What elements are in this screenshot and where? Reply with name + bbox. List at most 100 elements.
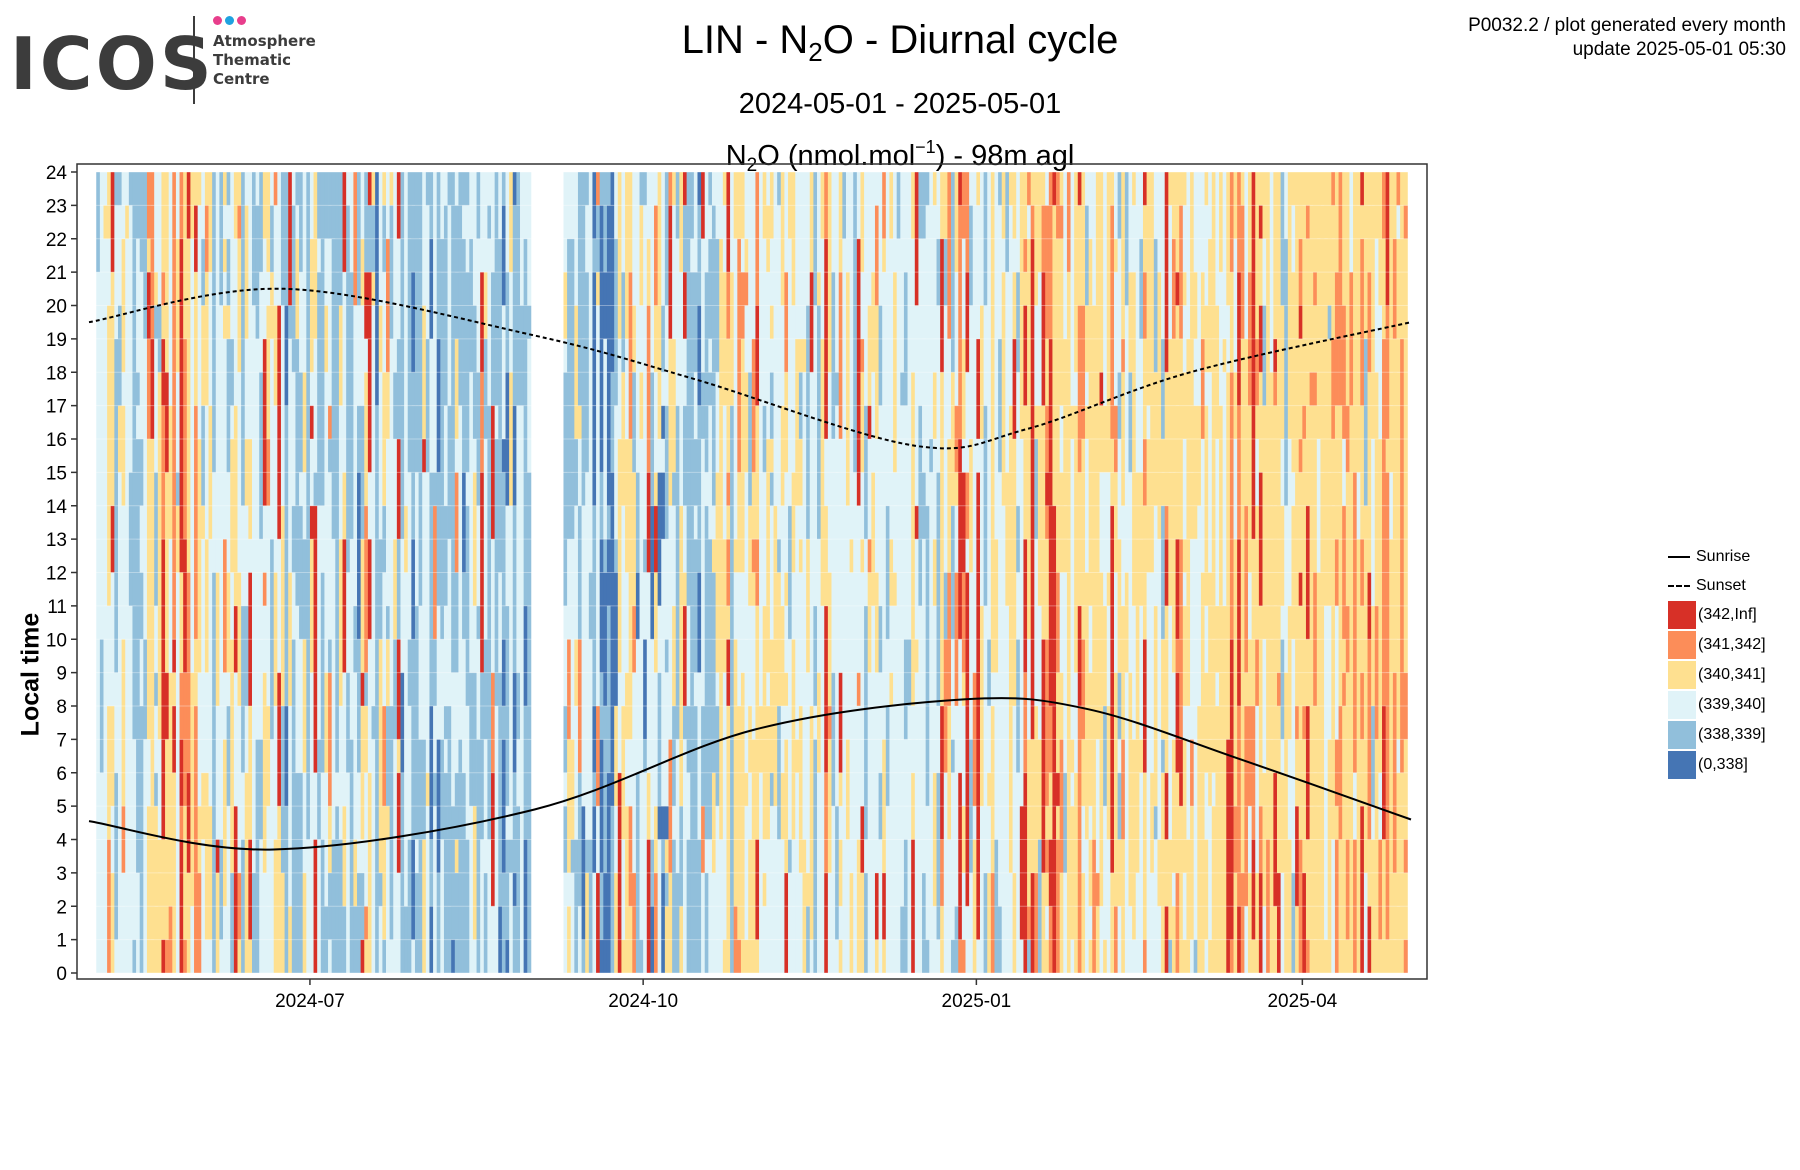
- heatmap-cell: [400, 772, 405, 873]
- heatmap-cell: [487, 706, 492, 773]
- heatmap-cell: [798, 205, 803, 306]
- heatmap-cell: [1269, 505, 1274, 540]
- heatmap-cell: [614, 238, 619, 339]
- heatmap-cell: [657, 839, 662, 973]
- heatmap-cell: [433, 405, 438, 440]
- heatmap-cell: [291, 372, 296, 473]
- heatmap-cell: [625, 338, 630, 440]
- heatmap-cell: [1074, 739, 1079, 773]
- heatmap-cell: [679, 505, 684, 606]
- heatmap-cell: [494, 906, 499, 973]
- heatmap-cell: [320, 172, 325, 273]
- heatmap-cell: [1208, 172, 1213, 239]
- heatmap-cell: [1153, 639, 1158, 706]
- heatmap-cell: [99, 772, 104, 840]
- heatmap-cell: [704, 172, 709, 206]
- heatmap-cell: [972, 205, 977, 273]
- heatmap-cell: [563, 806, 568, 840]
- heatmap-cell: [643, 806, 648, 907]
- heatmap-cell: [331, 772, 336, 840]
- heatmap-cell: [954, 472, 959, 506]
- heatmap-cell: [574, 305, 579, 439]
- heatmap-cell: [1019, 439, 1024, 540]
- heatmap-cell: [125, 172, 130, 206]
- heatmap-cell: [617, 238, 622, 339]
- heatmap-cell: [755, 172, 760, 239]
- heatmap-cell: [1037, 839, 1042, 973]
- heatmap-cell: [1023, 172, 1028, 239]
- heatmap-cell: [1106, 772, 1111, 840]
- heatmap-cell: [744, 639, 749, 773]
- heatmap-cell: [1363, 505, 1368, 606]
- heatmap-cell: [360, 539, 365, 673]
- heatmap-cell: [143, 572, 148, 640]
- heatmap-cell: [154, 706, 159, 773]
- heatmap-cell: [422, 238, 427, 306]
- heatmap-cell: [386, 439, 391, 473]
- heatmap-cell: [117, 706, 122, 740]
- logo-divider: [193, 16, 195, 104]
- heatmap-cell: [277, 472, 282, 540]
- heatmap-cell: [465, 205, 470, 273]
- heatmap-cell: [1045, 906, 1050, 940]
- heatmap-cell: [1309, 872, 1314, 974]
- heatmap-cell: [1063, 572, 1068, 706]
- heatmap-cell: [588, 839, 593, 973]
- heatmap-cell: [1190, 739, 1195, 807]
- heatmap-cell: [219, 806, 224, 840]
- heatmap-cell: [302, 372, 307, 473]
- heatmap-cell: [668, 505, 673, 540]
- heatmap-cell: [338, 172, 343, 206]
- heatmap-cell: [346, 305, 351, 439]
- heatmap-cell: [1309, 472, 1314, 606]
- heatmap-cell: [1291, 272, 1296, 339]
- heatmap-cell: [592, 505, 597, 640]
- heatmap-cell: [121, 706, 126, 807]
- heatmap-cell: [596, 305, 601, 339]
- heatmap-cell: [237, 205, 242, 239]
- heatmap-cell: [1353, 772, 1358, 840]
- heatmap-cell: [1092, 706, 1097, 840]
- heatmap-cell: [896, 205, 901, 239]
- legend-label-bin: (0,338]: [1698, 756, 1748, 773]
- heatmap-cell: [907, 639, 912, 706]
- heatmap-cell: [1171, 806, 1176, 840]
- heatmap-cell: [874, 672, 879, 807]
- heatmap-cell: [1048, 706, 1053, 773]
- heatmap-cell: [922, 472, 927, 540]
- heatmap-cell: [1030, 238, 1035, 339]
- heatmap-cell: [809, 172, 814, 206]
- heatmap-cell: [733, 472, 738, 540]
- heatmap-cell: [1030, 639, 1035, 740]
- heatmap-cell: [1135, 639, 1140, 673]
- heatmap-cell: [617, 572, 622, 673]
- heatmap-cell: [1019, 305, 1024, 439]
- heatmap-cell: [262, 238, 267, 339]
- heatmap-cell: [114, 806, 119, 873]
- heatmap-cell: [1190, 472, 1195, 540]
- heatmap-cell: [1121, 272, 1126, 306]
- heatmap-cell: [831, 305, 836, 439]
- heatmap-cell: [331, 672, 336, 773]
- heatmap-cell: [411, 172, 416, 206]
- heatmap-cell: [643, 706, 648, 740]
- heatmap-cell: [621, 839, 626, 940]
- heatmap-cell: [1164, 272, 1169, 339]
- heatmap-cell: [737, 706, 742, 840]
- heatmap-cell: [161, 272, 166, 306]
- heatmap-cell: [1153, 605, 1158, 640]
- heatmap-cell: [1117, 772, 1122, 840]
- heatmap-cell: [1027, 238, 1032, 339]
- x-axis: 2024-07 2024-10 2025-01 2025-04: [275, 979, 1338, 1012]
- legend-swatch: [1668, 601, 1696, 629]
- heatmap-cell: [1251, 272, 1256, 373]
- heatmap-cell: [1008, 872, 1013, 974]
- heatmap-cell: [1360, 539, 1365, 606]
- heatmap-cell: [212, 439, 217, 473]
- sun-lines: [88, 287, 1412, 851]
- heatmap-cell: [440, 305, 445, 373]
- heatmap-cell: [1012, 806, 1017, 873]
- heatmap-cell: [722, 939, 727, 974]
- heatmap-cell: [1124, 305, 1129, 339]
- heatmap-cell: [1302, 739, 1307, 807]
